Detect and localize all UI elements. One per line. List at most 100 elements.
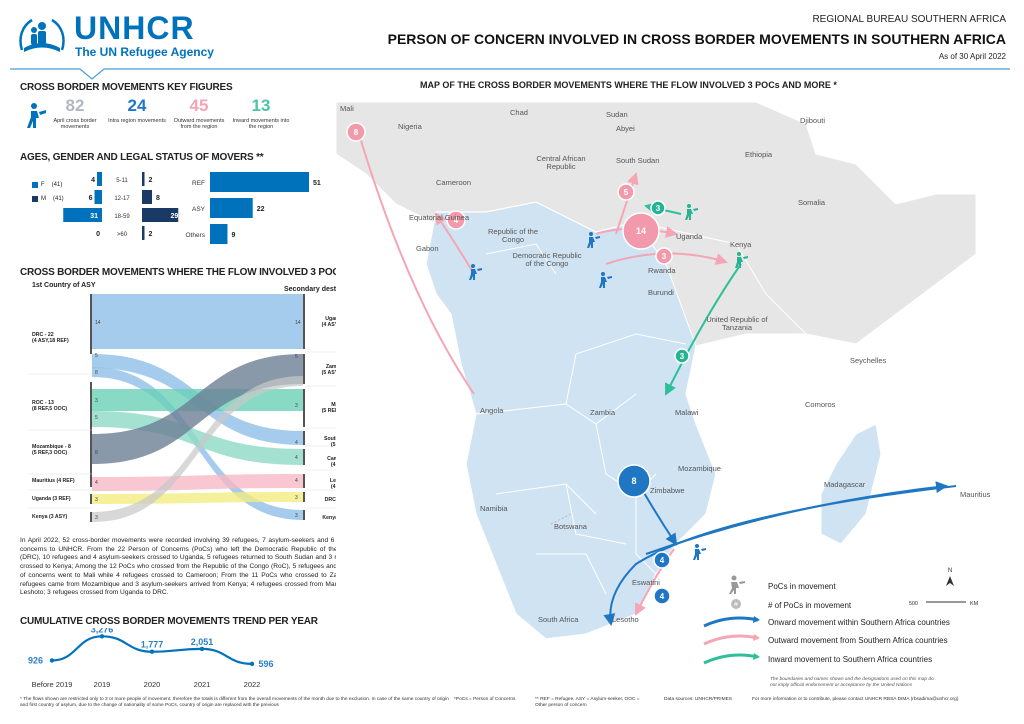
key-figure-value: 13	[251, 96, 271, 115]
sankey-flow-value: 4	[295, 440, 298, 446]
key-figure-value: 45	[189, 96, 209, 115]
poc-bubble-value: 5	[624, 188, 629, 197]
sankey-flow-value: 3	[295, 513, 298, 519]
legend-male: M (41)	[32, 196, 64, 202]
trend-value-label: 596	[258, 659, 273, 669]
country-label: Abyei	[616, 124, 635, 133]
country-label: Seychelles	[850, 356, 887, 365]
age-group-label: >60	[117, 232, 128, 238]
page-title: PERSON OF CONCERN INVOLVED IN CROSS BORD…	[387, 31, 1006, 47]
sankey-flow-value: 5	[295, 354, 298, 360]
female-bar	[63, 208, 102, 222]
icon-body	[729, 582, 739, 594]
date-label: As of 30 April 2022	[938, 52, 1006, 61]
key-figure-label: Inward movements into the region	[232, 118, 290, 131]
trend-category-label: Before 2019	[32, 680, 73, 689]
country-label: Madagascar	[824, 480, 866, 489]
flow-arrow-inward	[665, 263, 742, 396]
poc-bubble-intra	[617, 464, 651, 498]
country-label: Gabon	[416, 244, 439, 253]
africa-map: 8 4 5 14 3 3 3 8 4 4 500 KM N	[336, 94, 986, 654]
male-value: 2	[149, 177, 153, 184]
country-label: Lesotho	[612, 615, 639, 624]
poc-bubble-value: 3	[662, 252, 667, 261]
sankey-destination-node	[303, 449, 305, 465]
key-figure-label: Intra region movements	[108, 118, 166, 124]
female-value: 6	[89, 195, 93, 202]
legend-pocs-label: PoCs in movement	[768, 582, 836, 591]
key-figures-title: CROSS BORDER MOVEMENTS KEY FIGURES	[20, 82, 233, 93]
status-label: Others	[185, 232, 205, 239]
male-bar	[142, 172, 145, 186]
legend-arrow-line	[703, 653, 759, 665]
legend-arrow-intra	[703, 616, 760, 628]
flows-right-header: Secondary destination	[284, 286, 360, 293]
sankey-flow	[92, 411, 303, 465]
age-group-label: 5-11	[116, 178, 128, 184]
country-label: Uganda	[676, 232, 703, 241]
country-label: Namibia	[480, 504, 508, 513]
icon-head	[687, 204, 691, 208]
poc-bubble-value: 8	[354, 128, 359, 137]
trend-value-label: 2,051	[191, 637, 214, 647]
sankey-flow-value: 5	[95, 415, 98, 421]
sankey-origin-label: Mauritius (4 REF)	[32, 478, 75, 484]
legend-person-icon	[729, 575, 745, 594]
female-value: 0	[96, 231, 100, 238]
contact-info: For more information or to contribute, p…	[752, 697, 959, 702]
poc-bubble-value: 3	[680, 352, 685, 361]
sankey-flow	[92, 354, 303, 464]
icon-arrow	[693, 208, 698, 211]
flow-arrow-outward	[635, 548, 675, 616]
sankey-flow-value: 3	[95, 398, 98, 404]
person-moving-icon	[469, 264, 482, 280]
icon-body	[599, 277, 607, 288]
age-group-label: 18-59	[114, 214, 130, 220]
poc-bubble-inward	[674, 348, 690, 364]
header-divider	[10, 68, 1010, 80]
sankey-flow	[92, 492, 303, 504]
legend-count-label: # of PoCs in movement	[768, 601, 852, 610]
legend-arrow-line	[703, 634, 759, 646]
person-moving-icon	[685, 204, 698, 220]
sankey-destination-node	[303, 354, 305, 384]
logo-main: UNHCR	[74, 10, 195, 46]
female-bar	[94, 190, 102, 204]
scale-label: 500	[909, 601, 918, 607]
trend-point	[49, 658, 55, 663]
sankey-flow-value: 14	[95, 320, 101, 326]
north-arrow-icon	[946, 576, 954, 586]
status-label: ASY	[192, 206, 206, 213]
legend-arrowhead	[753, 634, 760, 641]
flows-left-header: 1st Country of ASY	[32, 282, 96, 289]
sankey-origin-label: DRC - 22 (4 ASY,18 REF)	[32, 332, 69, 345]
country-label: Burundi	[648, 288, 674, 297]
trend-category-label: 2021	[194, 680, 211, 689]
sankey-origin-label: Kenya (3 ASY)	[32, 514, 68, 520]
north-label: N	[948, 568, 952, 574]
icon-head	[731, 575, 737, 581]
sankey-origin-label: Mozambique - 8 (5 REF,3 OOC)	[32, 444, 71, 457]
country-label: South Sudan	[616, 156, 660, 165]
sankey-flow-value: 3	[95, 497, 98, 503]
map-title: MAP OF THE CROSS BORDER MOVEMENTS WHERE …	[420, 80, 837, 90]
ages-title: AGES, GENDER AND LEGAL STATUS OF MOVERS …	[20, 152, 264, 163]
poc-bubble-value: 8	[631, 476, 636, 486]
male-value: 8	[156, 195, 160, 202]
legend-intra-label: Onward movement within Southern Africa c…	[768, 618, 950, 627]
unhcr-emblem-icon	[19, 18, 65, 52]
poc-bubble-outward	[655, 247, 673, 265]
country-label: Equatorial Guinea	[408, 213, 470, 222]
sankey-origin-node	[90, 382, 92, 434]
logo-sub: The UN Refugee Agency	[75, 45, 214, 59]
legend-male-count: (41)	[53, 196, 64, 202]
sankey-origin-node	[90, 434, 92, 478]
poc-bubble-intra	[653, 551, 671, 569]
icon-body	[735, 257, 743, 268]
legend-outward-label: Outward movement from Southern Africa co…	[768, 636, 948, 645]
status-value: 9	[231, 232, 235, 239]
sankey-flow-value: 4	[295, 478, 298, 484]
country-label: Malawi	[675, 408, 699, 417]
sankey-diagram: 14 14 5 8 3 3 5 5 4 4 8 4 4 3 3 3 3	[28, 294, 368, 522]
age-group-label: 12-17	[114, 196, 130, 202]
